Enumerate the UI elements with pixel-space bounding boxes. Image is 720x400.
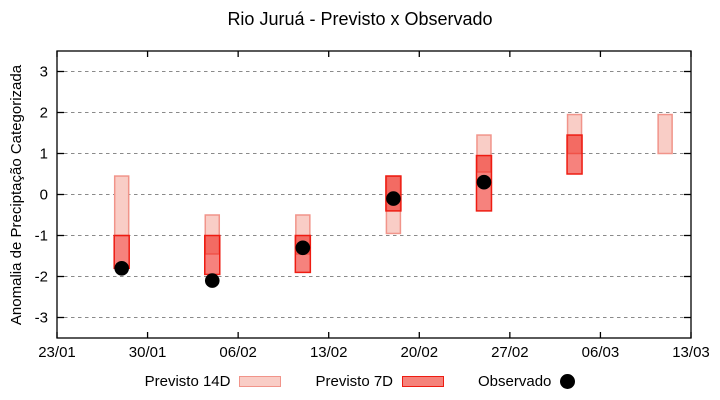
x-tick-label: 30/01 bbox=[129, 344, 167, 361]
legend-label-previsto-14d: Previsto 14D bbox=[144, 372, 231, 390]
y-tick-label: -1 bbox=[35, 228, 48, 245]
y-tick-label: -3 bbox=[35, 310, 48, 327]
x-tick-label: 23/01 bbox=[38, 344, 76, 361]
chart-title: Rio Juruá - Previsto x Observado bbox=[227, 9, 493, 29]
legend: Previsto 14D Previsto 7D Observado bbox=[0, 368, 720, 394]
y-tick-label: 0 bbox=[40, 187, 48, 204]
x-tick-label: 13/02 bbox=[310, 344, 348, 361]
y-tick-label: -2 bbox=[35, 269, 48, 286]
y-tick-label: 1 bbox=[40, 146, 48, 163]
legend-dot-observado-icon bbox=[560, 373, 576, 389]
legend-swatch-previsto-7d-icon bbox=[402, 375, 445, 387]
legend-label-observado: Observado bbox=[478, 372, 552, 390]
legend-item-previsto-14d: Previsto 14D bbox=[145, 373, 282, 390]
x-tick-label: 06/02 bbox=[219, 344, 257, 361]
x-tick-label: 27/02 bbox=[491, 344, 529, 361]
gridlines bbox=[57, 71, 691, 318]
y-tick-label: 3 bbox=[40, 64, 48, 81]
axis-ticks bbox=[56, 51, 692, 338]
x-tick-label: 20/02 bbox=[401, 344, 439, 361]
bars-previsto-7d bbox=[113, 134, 583, 276]
legend-swatch-previsto-14d-icon bbox=[239, 375, 282, 387]
legend-item-previsto-7d: Previsto 7D bbox=[315, 372, 445, 390]
x-tick-label: 13/03 bbox=[672, 344, 710, 361]
axis-tick-labels: 23/01 30/01 06/02 13/02 20/02 27/02 06/03 13/03… bbox=[35, 64, 710, 362]
y-tick-label: 2 bbox=[40, 105, 48, 122]
legend-item-observado: Observado bbox=[478, 372, 576, 390]
legend-label-previsto-7d: Previsto 7D bbox=[315, 372, 394, 390]
observed-points bbox=[114, 174, 492, 288]
x-tick-label: 06/03 bbox=[582, 344, 620, 361]
